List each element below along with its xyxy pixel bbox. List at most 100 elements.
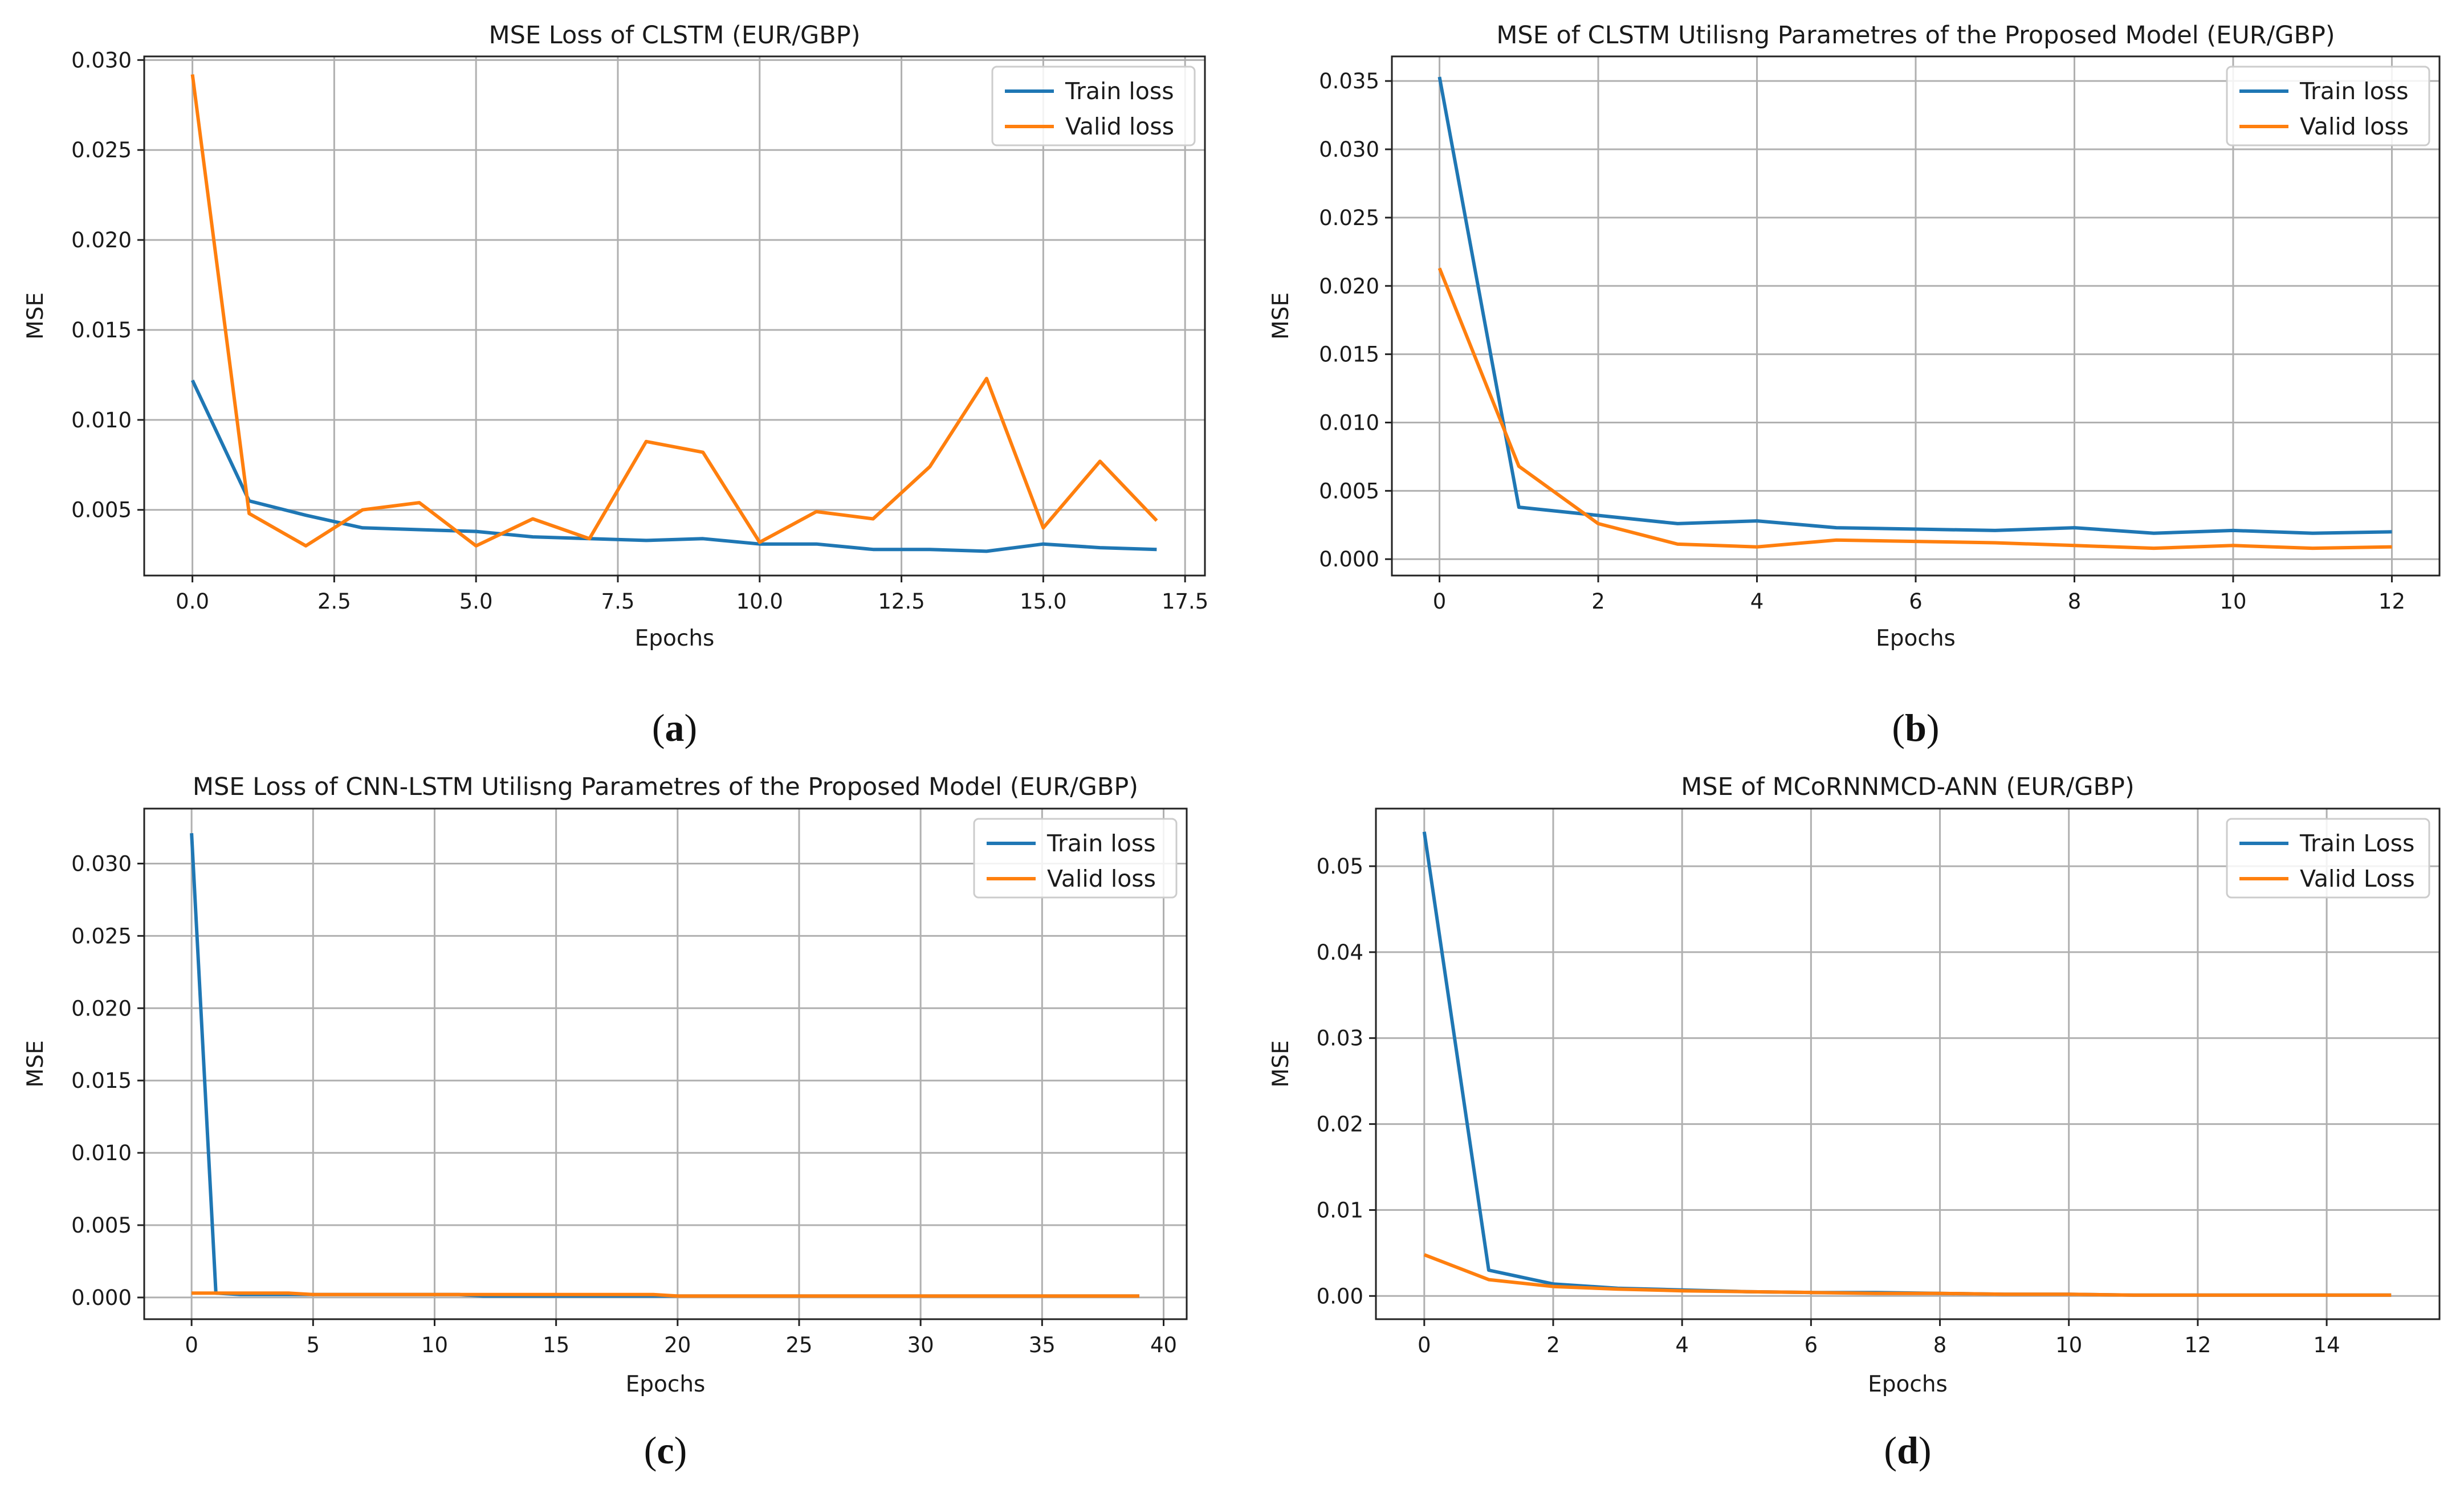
y-tick-label: 0.010	[1319, 410, 1379, 435]
x-tick-label: 0	[1418, 1333, 1431, 1357]
y-tick-label: 0.030	[71, 48, 132, 72]
x-tick-label: 12	[2379, 589, 2405, 614]
y-tick-label: 0.04	[1317, 940, 1363, 965]
y-tick-label: 0.015	[71, 1068, 132, 1093]
caption-part: c	[657, 1429, 674, 1472]
chart-title: MSE Loss of CNN-LSTM Utilisng Parametres…	[193, 773, 1138, 801]
x-tick-label: 12	[2184, 1333, 2211, 1357]
plot-frame	[143, 55, 1206, 577]
y-tick-label: 0.025	[71, 924, 132, 948]
legend-label: Valid loss	[2300, 113, 2409, 140]
legend-label: Valid loss	[1065, 113, 1174, 140]
x-tick-label: 10	[2219, 589, 2246, 614]
y-tick-label: 0.005	[1319, 479, 1379, 503]
caption-part: d	[1897, 1429, 1919, 1472]
y-tick-label: 0.010	[71, 1141, 132, 1165]
x-tick-label: 8	[2068, 589, 2082, 614]
series-line-train-loss	[1437, 76, 2392, 535]
x-tick-label: 2	[1591, 589, 1605, 614]
legend: Train loss Valid loss	[2226, 66, 2430, 146]
y-axis-label: MSE	[1268, 1040, 1294, 1087]
legend-label: Train loss	[2299, 77, 2409, 105]
legend: Train loss Valid loss	[991, 66, 1196, 146]
x-axis-label: Epochs	[635, 626, 715, 651]
x-tick-label: 2.5	[317, 589, 351, 614]
x-tick-label: 12.5	[878, 589, 924, 614]
series-line-train-loss	[190, 380, 1157, 553]
legend-label: Valid Loss	[2300, 865, 2415, 892]
x-tick-label: 5	[307, 1333, 320, 1357]
y-axis-label: MSE	[23, 1040, 48, 1087]
y-tick-label: 0.03	[1317, 1026, 1363, 1051]
y-tick-label: 0.020	[1319, 274, 1379, 299]
series-line-train-loss	[1422, 831, 2392, 1297]
legend-label: Train loss	[1065, 77, 1174, 105]
caption-part: a	[665, 706, 685, 749]
series-line-train-loss	[190, 833, 1139, 1298]
caption-part: (	[652, 706, 665, 749]
plot-frame	[1375, 807, 2441, 1320]
legend: Train Loss Valid Loss	[2226, 818, 2430, 899]
caption-part: (	[1892, 706, 1905, 749]
x-tick-label: 0	[1433, 589, 1447, 614]
y-tick-label: 0.05	[1317, 854, 1363, 879]
x-tick-label: 10.0	[736, 589, 783, 614]
plot-frame	[143, 807, 1188, 1320]
y-tick-label: 0.02	[1317, 1112, 1363, 1137]
y-tick-label: 0.020	[71, 228, 132, 252]
x-tick-label: 4	[1675, 1333, 1689, 1357]
series-line-valid-loss	[1437, 267, 2392, 550]
x-tick-label: 20	[664, 1333, 691, 1357]
x-tick-label: 5.0	[459, 589, 493, 614]
caption-part: )	[674, 1429, 687, 1472]
y-tick-label: 0.025	[71, 138, 132, 162]
subfigure-caption: (b)	[1892, 706, 1939, 749]
x-tick-label: 25	[785, 1333, 812, 1357]
y-tick-label: 0.015	[1319, 342, 1379, 367]
subfigure-caption: (a)	[652, 706, 697, 749]
y-tick-label: 0.020	[71, 996, 132, 1021]
x-axis-label: Epochs	[1876, 626, 1956, 651]
x-tick-label: 40	[1150, 1333, 1177, 1357]
caption-part: )	[685, 706, 698, 749]
y-tick-label: 0.005	[71, 498, 132, 523]
y-tick-label: 0.000	[71, 1286, 132, 1310]
chart-a: 0.0 2.5 5.0 7.5 10.0 12.5 15.0 17.5 0.005 0.010 0.…	[23, 21, 1208, 749]
caption-part: (	[644, 1429, 657, 1472]
caption-part: (	[1884, 1429, 1897, 1472]
legend-label: Train loss	[1046, 830, 1156, 857]
caption-part: b	[1905, 706, 1927, 749]
legend: Train loss Valid loss	[973, 818, 1178, 899]
x-tick-label: 6	[1805, 1333, 1818, 1357]
y-tick-label: 0.015	[71, 318, 132, 342]
x-tick-label: 8	[1933, 1333, 1947, 1357]
chart-title: MSE of MCoRNNMCD-ANN (EUR/GBP)	[1681, 773, 2135, 801]
y-tick-label: 0.030	[1319, 137, 1379, 162]
y-tick-label: 0.005	[71, 1213, 132, 1238]
legend-label: Valid loss	[1047, 865, 1156, 892]
subfigure-caption: (c)	[644, 1429, 687, 1472]
x-tick-label: 17.5	[1162, 589, 1208, 614]
x-tick-label: 2	[1546, 1333, 1560, 1357]
y-tick-label: 0.00	[1317, 1284, 1363, 1308]
series-line-valid-loss	[192, 1291, 1139, 1298]
x-tick-label: 14	[2314, 1333, 2340, 1357]
legend-label: Train Loss	[2299, 830, 2414, 857]
chart-title: MSE Loss of CLSTM (EUR/GBP)	[489, 21, 861, 50]
y-tick-label: 0.000	[1319, 547, 1379, 572]
caption-part: )	[1927, 706, 1940, 749]
x-axis-label: Epochs	[626, 1372, 706, 1397]
y-axis-label: MSE	[1268, 292, 1294, 340]
x-tick-label: 0	[185, 1333, 198, 1357]
x-tick-label: 10	[421, 1333, 448, 1357]
x-tick-label: 7.5	[601, 589, 635, 614]
subfigure-caption: (d)	[1884, 1429, 1931, 1472]
y-tick-label: 0.025	[1319, 206, 1379, 230]
chart-d: 0 2 4 6 8 10 12 14 0.00 0.01 0.02 0.03 0.04 0.05 Train…	[1268, 773, 2441, 1472]
series-line-valid-loss	[1423, 1253, 2392, 1297]
x-tick-label: 0.0	[176, 589, 209, 614]
series-line-valid-loss	[190, 74, 1158, 548]
chart-title: MSE of CLSTM Utilisng Parametres of the …	[1496, 21, 2335, 50]
y-tick-label: 0.010	[71, 408, 132, 433]
